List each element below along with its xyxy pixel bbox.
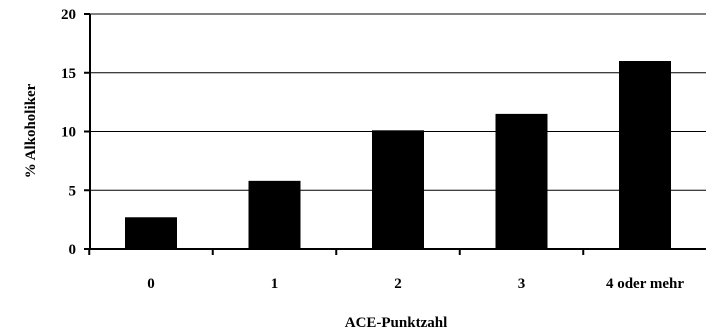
bar	[248, 180, 301, 249]
x-tick-label: 2	[394, 276, 402, 292]
bar	[619, 61, 671, 249]
x-tick-label: 4 oder mehr	[606, 276, 684, 292]
y-tick-label: 15	[61, 66, 76, 82]
x-tick-label: 3	[518, 276, 526, 292]
bar	[125, 217, 177, 249]
bars	[125, 61, 671, 249]
bar	[372, 130, 424, 249]
y-tick-label: 10	[61, 125, 76, 141]
y-tick-labels: 0 5 10 15 20	[61, 7, 90, 258]
y-tick-label: 0	[69, 242, 77, 258]
y-tick-label: 20	[61, 7, 76, 23]
y-tick-label: 5	[69, 183, 77, 199]
x-axis-label: ACE-Punktzahl	[345, 315, 448, 331]
x-tick-label: 1	[271, 276, 279, 292]
y-axis-label: % Alkoholiker	[23, 83, 39, 178]
x-tick-label: 0	[147, 276, 155, 292]
bar	[495, 113, 548, 249]
x-tick-labels: 0 1 2 3 4 oder mehr	[88, 249, 684, 292]
